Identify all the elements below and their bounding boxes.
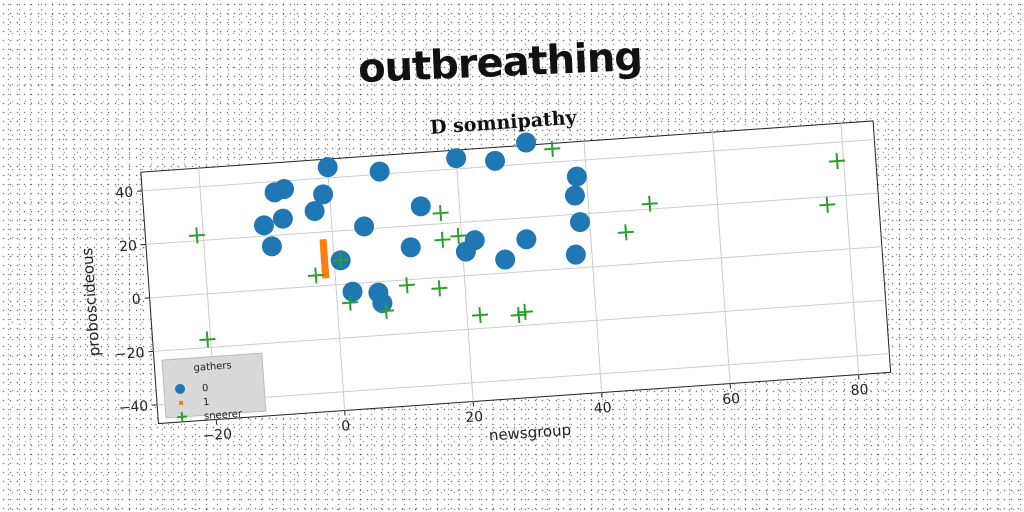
point-circle [485,150,506,171]
point-plus [432,204,449,222]
point-plus [510,306,527,324]
y-tick-label: −40 [118,398,149,416]
point-plus [431,280,448,297]
grid-lines [142,123,890,420]
point-plus [378,302,395,319]
point-circle [455,241,476,262]
legend-label: 0 [202,383,209,394]
y-grid-line [157,353,890,406]
point-plus [307,267,324,284]
point-plus [829,153,846,170]
y-axis-label: proboscideous [78,247,104,357]
point-circle [304,201,325,222]
point-plus [516,303,534,320]
point-plus [398,277,415,294]
point-circle [410,196,431,217]
legend-box [161,352,267,419]
point-plus [188,227,205,244]
y-tick-label: 20 [119,238,138,255]
data-points [188,132,846,348]
point-plus [471,307,489,324]
point-circle [495,249,516,270]
legend-marker [175,383,186,394]
point-plus [450,227,467,245]
point-circle [261,236,282,257]
point-plus [544,140,561,157]
point-circle [516,229,537,250]
y-grid-line [145,192,879,245]
point-circle [253,215,274,236]
point-circle [274,179,295,200]
point-circle [369,161,390,182]
point-circle [272,208,293,229]
point-plus [434,231,451,248]
point-square [321,271,330,279]
point-plus [819,196,836,213]
x-tick-label: 40 [593,400,612,417]
point-plus [641,195,658,212]
x-tick-label: 60 [722,391,741,408]
y-grid-line [142,139,875,192]
point-circle [372,293,393,314]
y-grid-line [149,246,882,299]
legend-label: sneerer [204,409,244,423]
x-tick-label: 80 [850,382,869,399]
point-plus [199,331,216,348]
point-circle [516,132,537,153]
x-tick-label: 20 [465,409,484,426]
y-tick-label: 40 [115,185,134,202]
legend-marker [176,411,188,422]
y-grid-line [153,299,886,352]
point-circle [566,166,587,187]
x-axis-label: newsgroup [488,421,571,445]
point-circle [570,212,591,233]
point-plus [617,224,634,241]
point-circle [565,244,586,265]
x-tick-label: 0 [341,418,351,435]
y-tick-label: −20 [114,345,145,363]
legend-marker [178,400,184,406]
point-circle [354,216,375,237]
point-circle [317,157,338,178]
point-circle [446,148,467,169]
point-circle [313,184,334,205]
chart-title: D somnipathy [429,107,578,139]
point-plus [342,294,359,311]
axis-ticks: −20 0 20 40 60 80 −40 −20 0 20 40 [114,185,869,445]
legend-title: gathers [193,360,232,374]
point-plus [332,252,349,269]
y-tick-label: 0 [131,291,141,308]
point-circle [400,237,421,258]
point-circle [564,185,585,206]
point-circle [342,281,363,302]
x-tick-label: −20 [202,426,233,444]
legend-label: 1 [203,397,210,408]
